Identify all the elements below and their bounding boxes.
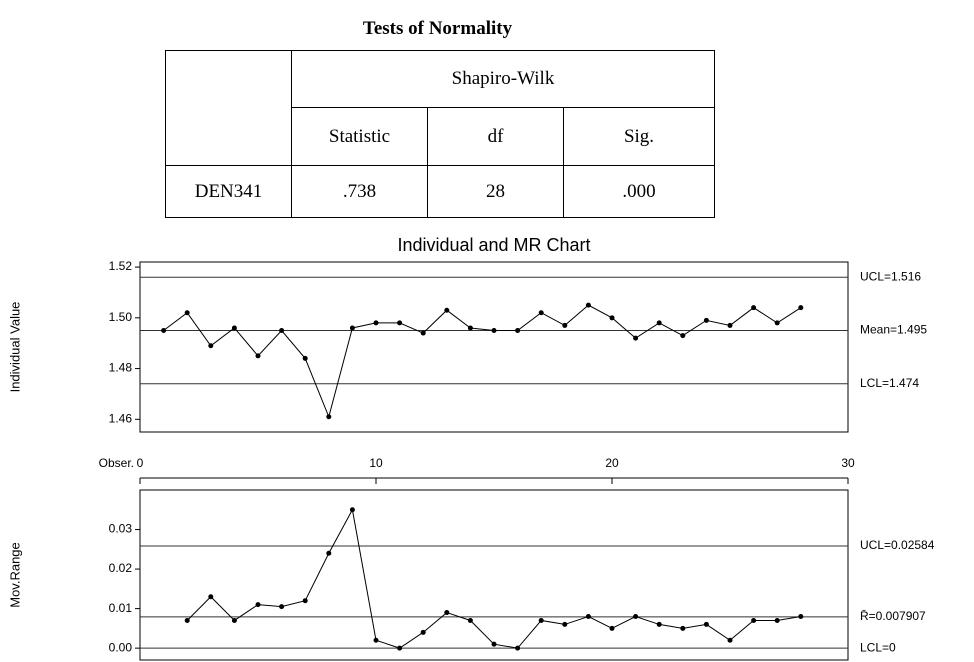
point [728,638,733,643]
point [633,336,638,341]
point [444,610,449,615]
point [775,320,780,325]
x-tick-label: 30 [841,456,855,470]
x-tick-label: 0 [137,456,144,470]
control-line-label: LCL=0 [860,640,896,654]
point [444,308,449,313]
point [515,646,520,651]
point [185,310,190,315]
chart: Individual and MR Chart Individual Value 1… [0,0,974,662]
point [468,618,473,623]
control-line-label: LCL=1.474 [860,376,919,390]
y-tick-label: 0.00 [109,640,133,654]
point [350,507,355,512]
point [657,622,662,627]
point [586,303,591,308]
point [421,630,426,635]
page: Tests of Normality Shapiro-Wilk Statisti… [0,0,974,662]
y-tick-label: 1.48 [109,361,133,375]
point [680,333,685,338]
point [279,604,284,609]
point [492,642,497,647]
point [232,618,237,623]
point [657,320,662,325]
point [680,626,685,631]
point [562,622,567,627]
y-tick-label: 1.46 [109,411,133,425]
point [350,325,355,330]
point [397,320,402,325]
point [539,618,544,623]
point [610,626,615,631]
y-tick-label: 1.52 [109,259,133,273]
point [515,328,520,333]
control-line-label: UCL=1.516 [860,269,921,283]
point [256,602,261,607]
control-line-label: Mean=1.495 [860,323,927,337]
point [633,614,638,619]
point [303,356,308,361]
y-axis-label: Mov.Range [7,542,22,608]
point [374,320,379,325]
point [798,305,803,310]
point [208,343,213,348]
x-tick-label: 20 [605,456,619,470]
point [704,318,709,323]
point [208,594,213,599]
point [704,622,709,627]
point [562,323,567,328]
plot-frame [140,490,848,660]
point [751,618,756,623]
y-tick-label: 1.50 [109,310,133,324]
y-axis-label: Individual Value [7,302,22,393]
point [279,328,284,333]
control-line-label: R̄=0.007907 [860,609,926,623]
point [751,305,756,310]
point [728,323,733,328]
chart-title: Individual and MR Chart [397,235,590,255]
point [185,618,190,623]
point [798,614,803,619]
y-tick-label: 0.03 [109,522,133,536]
point [610,315,615,320]
point [326,551,331,556]
point [303,598,308,603]
point [161,328,166,333]
plot-frame [140,262,848,432]
point [374,638,379,643]
point [256,353,261,358]
point [326,414,331,419]
x-axis-label: Obser. [99,456,134,470]
x-tick-label: 10 [369,456,383,470]
point [397,646,402,651]
point [539,310,544,315]
control-line-label: UCL=0.02584 [860,538,935,552]
point [468,325,473,330]
point [586,614,591,619]
point [421,331,426,336]
series-line [187,510,801,648]
point [492,328,497,333]
point [232,325,237,330]
point [775,618,780,623]
y-tick-label: 0.01 [109,601,133,615]
y-tick-label: 0.02 [109,561,133,575]
